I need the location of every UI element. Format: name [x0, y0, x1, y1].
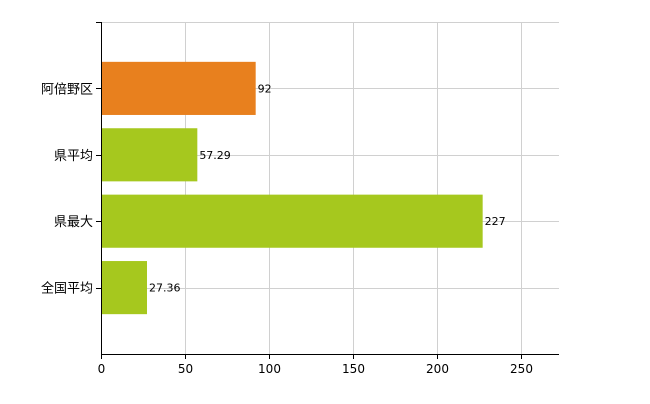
y-tick-label: 県平均: [54, 149, 93, 164]
bar: [101, 194, 483, 248]
y-tick-label: 県最大: [54, 215, 93, 230]
bar: [101, 128, 198, 182]
data-label: 92: [258, 82, 272, 95]
x-tick-label: 0: [98, 362, 106, 376]
x-tick-label: 250: [510, 362, 533, 376]
x-tick-label: 50: [178, 362, 193, 376]
x-tick-label: 200: [426, 362, 449, 376]
x-tick-label: 100: [258, 362, 281, 376]
bar: [101, 261, 148, 315]
data-label: 57.29: [199, 149, 231, 162]
data-label: 27.36: [149, 282, 181, 295]
bar: [101, 61, 256, 115]
data-label: 227: [485, 215, 506, 228]
y-tick-label: 阿倍野区: [41, 82, 93, 97]
y-tick-label: 全国平均: [41, 281, 93, 297]
x-tick-label: 150: [342, 362, 365, 376]
